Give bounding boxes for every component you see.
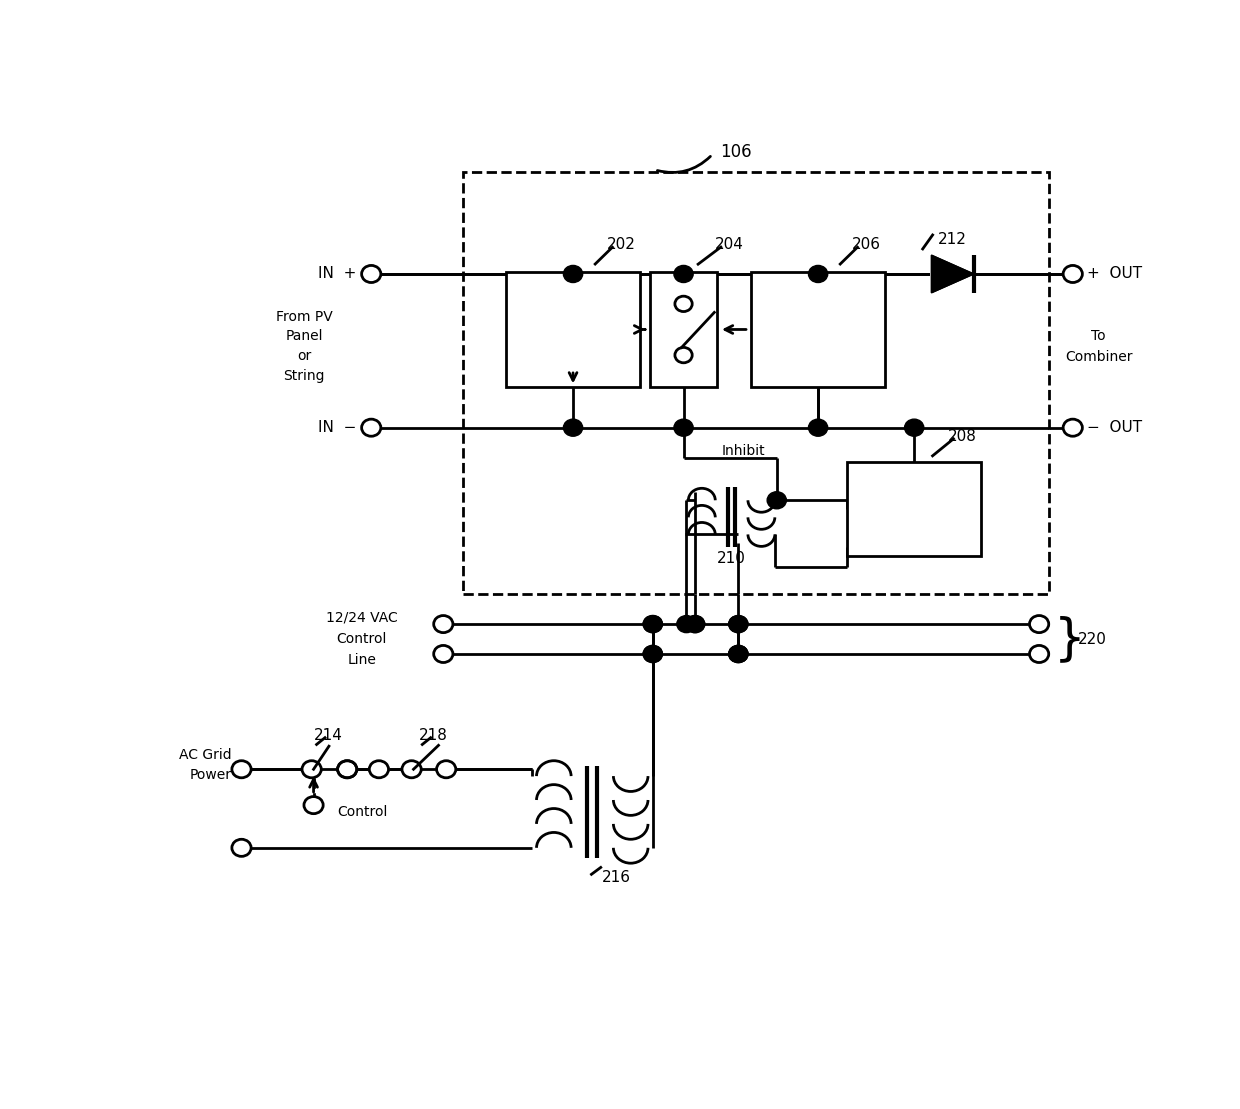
Text: Control: Control <box>336 632 387 645</box>
Text: String: String <box>283 368 325 383</box>
Bar <box>650 272 717 387</box>
Circle shape <box>729 645 748 662</box>
Text: From PV: From PV <box>275 309 332 324</box>
Circle shape <box>362 265 381 283</box>
Text: Line: Line <box>347 653 376 667</box>
Text: 208: 208 <box>947 429 977 444</box>
Circle shape <box>402 761 422 777</box>
Text: ACTUATOR: ACTUATOR <box>776 338 859 352</box>
Circle shape <box>337 761 357 777</box>
Circle shape <box>563 419 583 436</box>
Circle shape <box>768 491 786 509</box>
Text: Combiner: Combiner <box>1065 349 1132 364</box>
Text: 106: 106 <box>720 143 753 161</box>
Bar <box>847 461 982 556</box>
Text: 206: 206 <box>852 237 880 252</box>
Circle shape <box>729 615 748 632</box>
Text: IN  +: IN + <box>319 266 357 282</box>
Text: 212: 212 <box>939 232 967 247</box>
Circle shape <box>434 645 453 662</box>
Text: Control: Control <box>337 805 388 818</box>
Circle shape <box>644 645 662 662</box>
Circle shape <box>644 615 662 632</box>
Circle shape <box>644 645 662 662</box>
Circle shape <box>675 419 693 436</box>
Text: 12/24 VAC: 12/24 VAC <box>326 610 398 624</box>
Text: −  OUT: − OUT <box>1087 420 1142 435</box>
Circle shape <box>686 615 704 632</box>
Circle shape <box>337 761 357 777</box>
Text: 214: 214 <box>314 728 342 743</box>
Text: OPEN: OPEN <box>796 307 839 322</box>
Polygon shape <box>931 255 973 293</box>
Text: 204: 204 <box>715 237 744 252</box>
Circle shape <box>675 347 692 363</box>
Circle shape <box>1063 265 1083 283</box>
Circle shape <box>1029 615 1049 632</box>
Bar <box>463 172 1049 594</box>
Circle shape <box>729 645 748 662</box>
Circle shape <box>1029 645 1049 662</box>
Bar <box>751 272 885 387</box>
Circle shape <box>232 761 250 777</box>
Text: AC Grid: AC Grid <box>180 747 232 762</box>
Text: ACTUATOR: ACTUATOR <box>532 338 615 352</box>
Circle shape <box>729 645 748 662</box>
Text: }: } <box>1054 615 1085 663</box>
Circle shape <box>675 296 692 312</box>
Circle shape <box>904 419 924 436</box>
Circle shape <box>563 265 583 283</box>
Text: or: or <box>296 349 311 363</box>
Polygon shape <box>930 254 976 295</box>
Circle shape <box>808 265 828 283</box>
Circle shape <box>436 761 456 777</box>
Circle shape <box>303 761 321 777</box>
Text: 220: 220 <box>1078 631 1106 647</box>
Text: 218: 218 <box>419 728 448 743</box>
Circle shape <box>675 265 693 283</box>
Text: POWER: POWER <box>885 487 942 500</box>
Circle shape <box>362 419 381 436</box>
Circle shape <box>677 615 696 632</box>
Text: 216: 216 <box>601 871 631 885</box>
Text: Panel: Panel <box>285 329 322 344</box>
Text: IN  −: IN − <box>319 420 357 435</box>
Text: 202: 202 <box>606 237 636 252</box>
Bar <box>506 272 640 387</box>
Text: SUPPLY: SUPPLY <box>885 517 944 531</box>
Circle shape <box>232 840 250 856</box>
Circle shape <box>1063 419 1083 436</box>
Circle shape <box>808 419 828 436</box>
Circle shape <box>686 615 704 632</box>
Text: 210: 210 <box>717 551 746 566</box>
Text: +  OUT: + OUT <box>1087 266 1142 282</box>
Circle shape <box>729 615 748 632</box>
Circle shape <box>304 796 324 814</box>
Text: Inhibit: Inhibit <box>722 444 765 458</box>
Text: Power: Power <box>190 769 232 782</box>
Text: To: To <box>1091 329 1106 344</box>
Circle shape <box>644 615 662 632</box>
Circle shape <box>370 761 388 777</box>
Circle shape <box>434 615 453 632</box>
Text: CLOSE: CLOSE <box>548 307 598 322</box>
